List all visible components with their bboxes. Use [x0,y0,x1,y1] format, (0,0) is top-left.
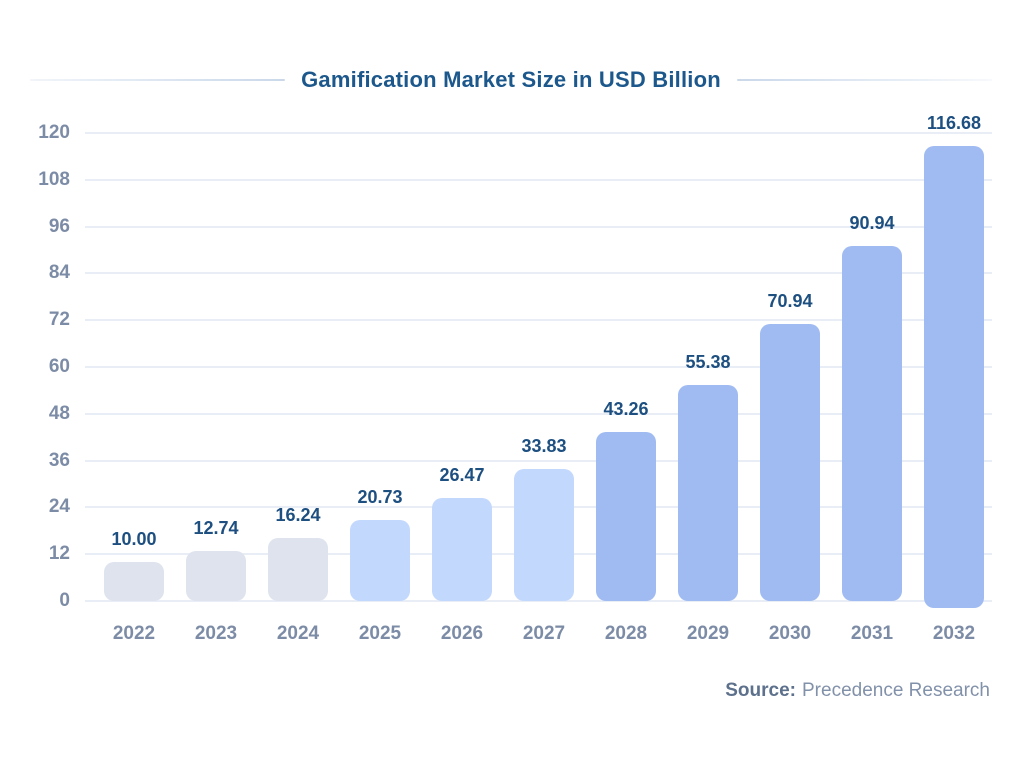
y-axis-tick-label: 84 [48,262,70,284]
y-axis-tick-label: 36 [48,449,70,471]
bar-2022 [104,562,164,601]
source-credit: Source: Precedence Research [725,680,990,702]
x-axis-tick-label: 2029 [686,623,730,644]
x-axis-tick-label: 2025 [358,623,402,644]
x-axis-tick-label: 2027 [522,623,566,644]
bar-value-label: 10.00 [111,529,157,549]
y-axis-tick-label: 12 [48,543,70,565]
x-axis-tick-label: 2028 [604,623,648,644]
bar-2025 [350,520,410,601]
y-axis-tick-label: 60 [48,356,70,377]
bar-value-label: 43.26 [603,399,649,420]
bar-2032 [924,145,984,608]
x-axis-tick-label: 2030 [768,623,812,644]
x-axis-tick-label: 2023 [194,623,238,644]
bar-2030 [760,324,820,601]
bar-value-label: 90.94 [849,213,895,234]
bar-value-label: 33.83 [521,436,567,457]
x-axis-tick-label: 2031 [850,623,894,644]
source-label: Source: [725,680,796,701]
y-axis-tick-label: 96 [48,215,70,237]
x-axis-tick-label: 2026 [440,623,484,644]
y-axis-tick-label: 120 [38,122,70,143]
gridline [85,132,992,134]
gridline [85,178,992,181]
bar-value-label: 116.68 [926,112,982,133]
gridline [85,366,992,368]
title-rule-right [736,79,993,81]
source-name: Precedence Research [802,680,990,701]
title-rule-left [30,79,286,81]
bar-value-label: 16.24 [275,504,321,525]
bar-value-label: 55.38 [685,352,731,373]
y-axis-tick-label: 72 [48,309,70,331]
y-axis-tick-label: 0 [59,590,70,611]
bar-2027 [514,469,574,601]
y-axis-tick-label: 108 [38,168,70,190]
bar-2028 [596,432,656,601]
gridline [85,412,992,415]
bar-value-label: 12.74 [193,518,239,539]
plot-area: 0 12 24 36 48 60 72 84 96 108 120 10.00 2022 12.74 202… [38,113,992,644]
bar-value-label: 20.73 [357,487,403,508]
bar-2031 [842,246,902,601]
y-axis-tick-label: 48 [48,402,70,424]
bar-2023 [186,551,246,601]
y-axis-tick-label: 24 [48,496,70,518]
bar-value-label: 70.94 [767,291,813,312]
chart-header: Gamification Market Size in USD Billion [30,66,993,94]
x-axis-tick-label: 2032 [932,623,976,644]
gridline [85,272,992,275]
bar-2026 [432,497,492,601]
bar-2024 [268,537,328,601]
chart-title: Gamification Market Size in USD Billion [301,67,721,92]
bar-value-label: 26.47 [439,464,485,485]
bar-2029 [678,385,738,601]
gridline [85,459,992,462]
gridline [85,600,992,602]
x-axis-tick-label: 2024 [276,623,320,644]
gridline [85,319,992,322]
x-axis-tick-label: 2022 [112,623,156,644]
gridline [85,225,992,228]
